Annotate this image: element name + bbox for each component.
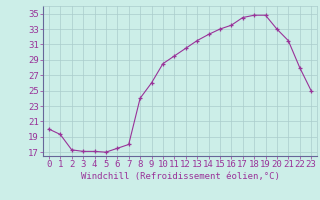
X-axis label: Windchill (Refroidissement éolien,°C): Windchill (Refroidissement éolien,°C) [81, 172, 279, 181]
